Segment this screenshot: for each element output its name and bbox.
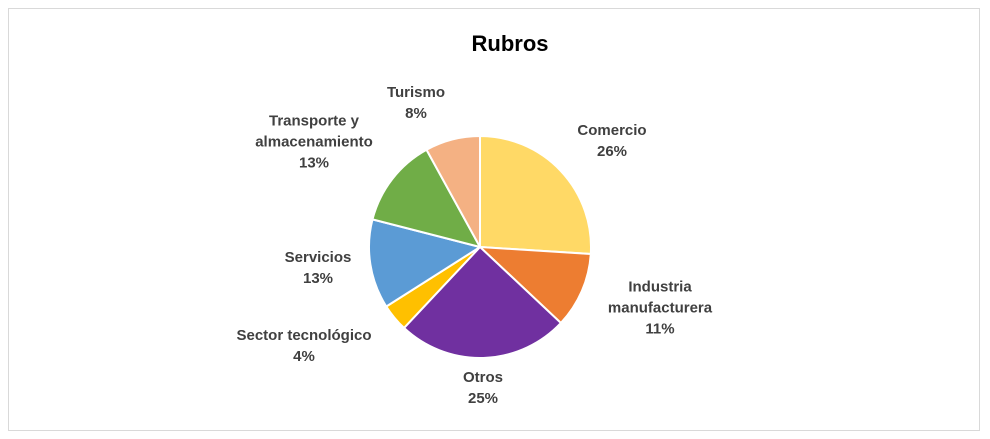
data-label: Sector tecnológico 4% — [219, 325, 389, 367]
data-label: Turismo 8% — [371, 82, 461, 124]
data-label: Comercio 26% — [567, 120, 657, 162]
pie-slice — [368, 218, 483, 308]
pie-slice — [479, 134, 592, 256]
pie-slice — [477, 245, 592, 325]
label-value: 13% — [298, 154, 330, 172]
label-value: 8% — [405, 105, 427, 122]
data-label: Transporte y almacenamiento 13% — [234, 111, 394, 174]
label-category: Otros — [462, 369, 503, 386]
label-category: Sector tecnológico — [236, 327, 372, 344]
pie-slice — [425, 134, 481, 248]
data-label: Otros 25% — [438, 367, 528, 409]
data-label: Servicios 13% — [268, 247, 368, 289]
data-label: Industria manufacturera 11% — [585, 277, 735, 340]
chart-title: Rubros — [471, 31, 549, 56]
label-value: 25% — [467, 390, 499, 407]
label-value: 11% — [645, 320, 675, 338]
label-category: Comercio — [577, 122, 647, 139]
label-value: 4% — [293, 348, 315, 365]
chart-frame — [8, 8, 980, 431]
label-category: Turismo — [386, 84, 446, 101]
label-value: 26% — [596, 143, 628, 160]
pie-slice — [402, 245, 563, 359]
label-category: Servicios — [284, 249, 352, 266]
label-value: 13% — [302, 270, 334, 287]
label-category: Transporte y almacenamiento — [255, 112, 373, 151]
pie-slice — [371, 148, 482, 249]
label-category: Industria manufacturera — [607, 278, 713, 317]
